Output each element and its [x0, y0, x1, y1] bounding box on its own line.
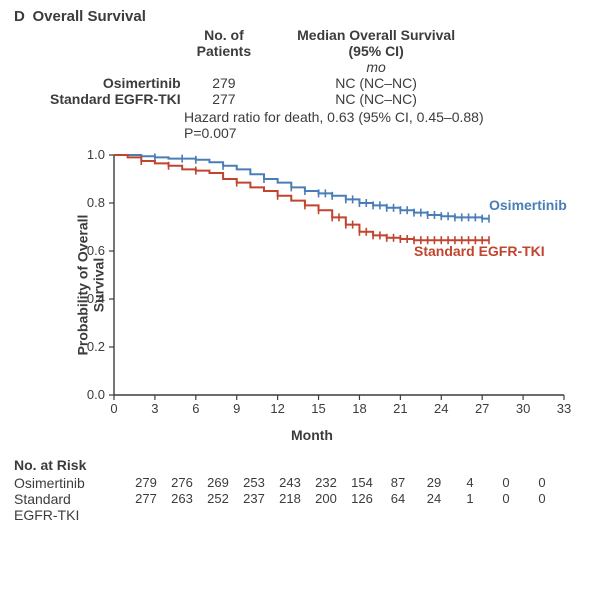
col-head-patients: No. of Patients: [191, 27, 257, 59]
row-n-0: 279: [191, 75, 257, 91]
svg-text:3: 3: [151, 401, 158, 416]
summary-table: No. of Patients Median Overall Survival …: [44, 27, 461, 107]
svg-text:6: 6: [192, 401, 199, 416]
risk-count: 253: [236, 475, 272, 490]
risk-count: 277: [128, 491, 164, 506]
unit-mo: mo: [257, 59, 461, 75]
svg-text:15: 15: [311, 401, 325, 416]
risk-count: 232: [308, 475, 344, 490]
svg-text:Standard EGFR-TKI: Standard EGFR-TKI: [414, 243, 545, 259]
risk-count: 269: [200, 475, 236, 490]
svg-text:24: 24: [434, 401, 448, 416]
panel-d: D Overall Survival No. of Patients Media…: [0, 0, 614, 614]
panel-letter: D: [14, 8, 25, 25]
risk-count: 243: [272, 475, 308, 490]
col-head-median: Median Overall Survival (95% CI): [257, 27, 461, 59]
risk-count: 0: [488, 491, 524, 506]
row-n-1: 277: [191, 91, 257, 107]
x-axis-label: Month: [24, 427, 600, 443]
row-name-1: Standard EGFR-TKI: [44, 91, 191, 107]
y-axis-label: Probability of Overall Survival: [74, 215, 106, 356]
km-svg: 0.00.20.40.60.81.003691215182124273033Os…: [24, 145, 584, 425]
svg-text:0.0: 0.0: [87, 387, 105, 402]
risk-count: 200: [308, 491, 344, 506]
risk-count: 154: [344, 475, 380, 490]
risk-row-name: Standard EGFR-TKI: [14, 491, 128, 523]
panel-heading: D Overall Survival: [14, 8, 600, 25]
risk-row-counts: 2792762692532432321548729400: [128, 475, 560, 490]
row-median-0: NC (NC–NC): [257, 75, 461, 91]
svg-text:18: 18: [352, 401, 366, 416]
svg-text:1.0: 1.0: [87, 147, 105, 162]
svg-text:Osimertinib: Osimertinib: [489, 197, 567, 213]
svg-text:21: 21: [393, 401, 407, 416]
risk-row: Osimertinib2792762692532432321548729400: [14, 475, 600, 491]
row-median-1: NC (NC–NC): [257, 91, 461, 107]
risk-count: 252: [200, 491, 236, 506]
risk-count: 237: [236, 491, 272, 506]
hazard-line2: P=0.007: [184, 125, 600, 141]
row-name-0: Osimertinib: [44, 75, 191, 91]
risk-row: Standard EGFR-TKI27726325223721820012664…: [14, 491, 600, 523]
hazard-line1: Hazard ratio for death, 0.63 (95% CI, 0.…: [184, 109, 600, 125]
risk-count: 279: [128, 475, 164, 490]
risk-table: No. at Risk Osimertinib27927626925324323…: [14, 457, 600, 523]
risk-count: 0: [524, 491, 560, 506]
svg-text:12: 12: [270, 401, 284, 416]
risk-row-name: Osimertinib: [14, 475, 128, 491]
risk-count: 64: [380, 491, 416, 506]
svg-text:0: 0: [110, 401, 117, 416]
hazard-text: Hazard ratio for death, 0.63 (95% CI, 0.…: [184, 109, 600, 141]
risk-count: 87: [380, 475, 416, 490]
panel-title: Overall Survival: [32, 8, 145, 25]
risk-count: 276: [164, 475, 200, 490]
risk-count: 0: [488, 475, 524, 490]
svg-text:30: 30: [516, 401, 530, 416]
risk-count: 24: [416, 491, 452, 506]
risk-title: No. at Risk: [14, 457, 600, 473]
risk-count: 126: [344, 491, 380, 506]
risk-count: 4: [452, 475, 488, 490]
risk-count: 218: [272, 491, 308, 506]
svg-text:9: 9: [233, 401, 240, 416]
risk-row-counts: 2772632522372182001266424100: [128, 491, 560, 506]
svg-text:27: 27: [475, 401, 489, 416]
km-chart: Probability of Overall Survival 0.00.20.…: [24, 145, 584, 425]
risk-count: 0: [524, 475, 560, 490]
risk-count: 29: [416, 475, 452, 490]
risk-count: 1: [452, 491, 488, 506]
svg-text:33: 33: [557, 401, 571, 416]
risk-count: 263: [164, 491, 200, 506]
svg-text:0.8: 0.8: [87, 195, 105, 210]
